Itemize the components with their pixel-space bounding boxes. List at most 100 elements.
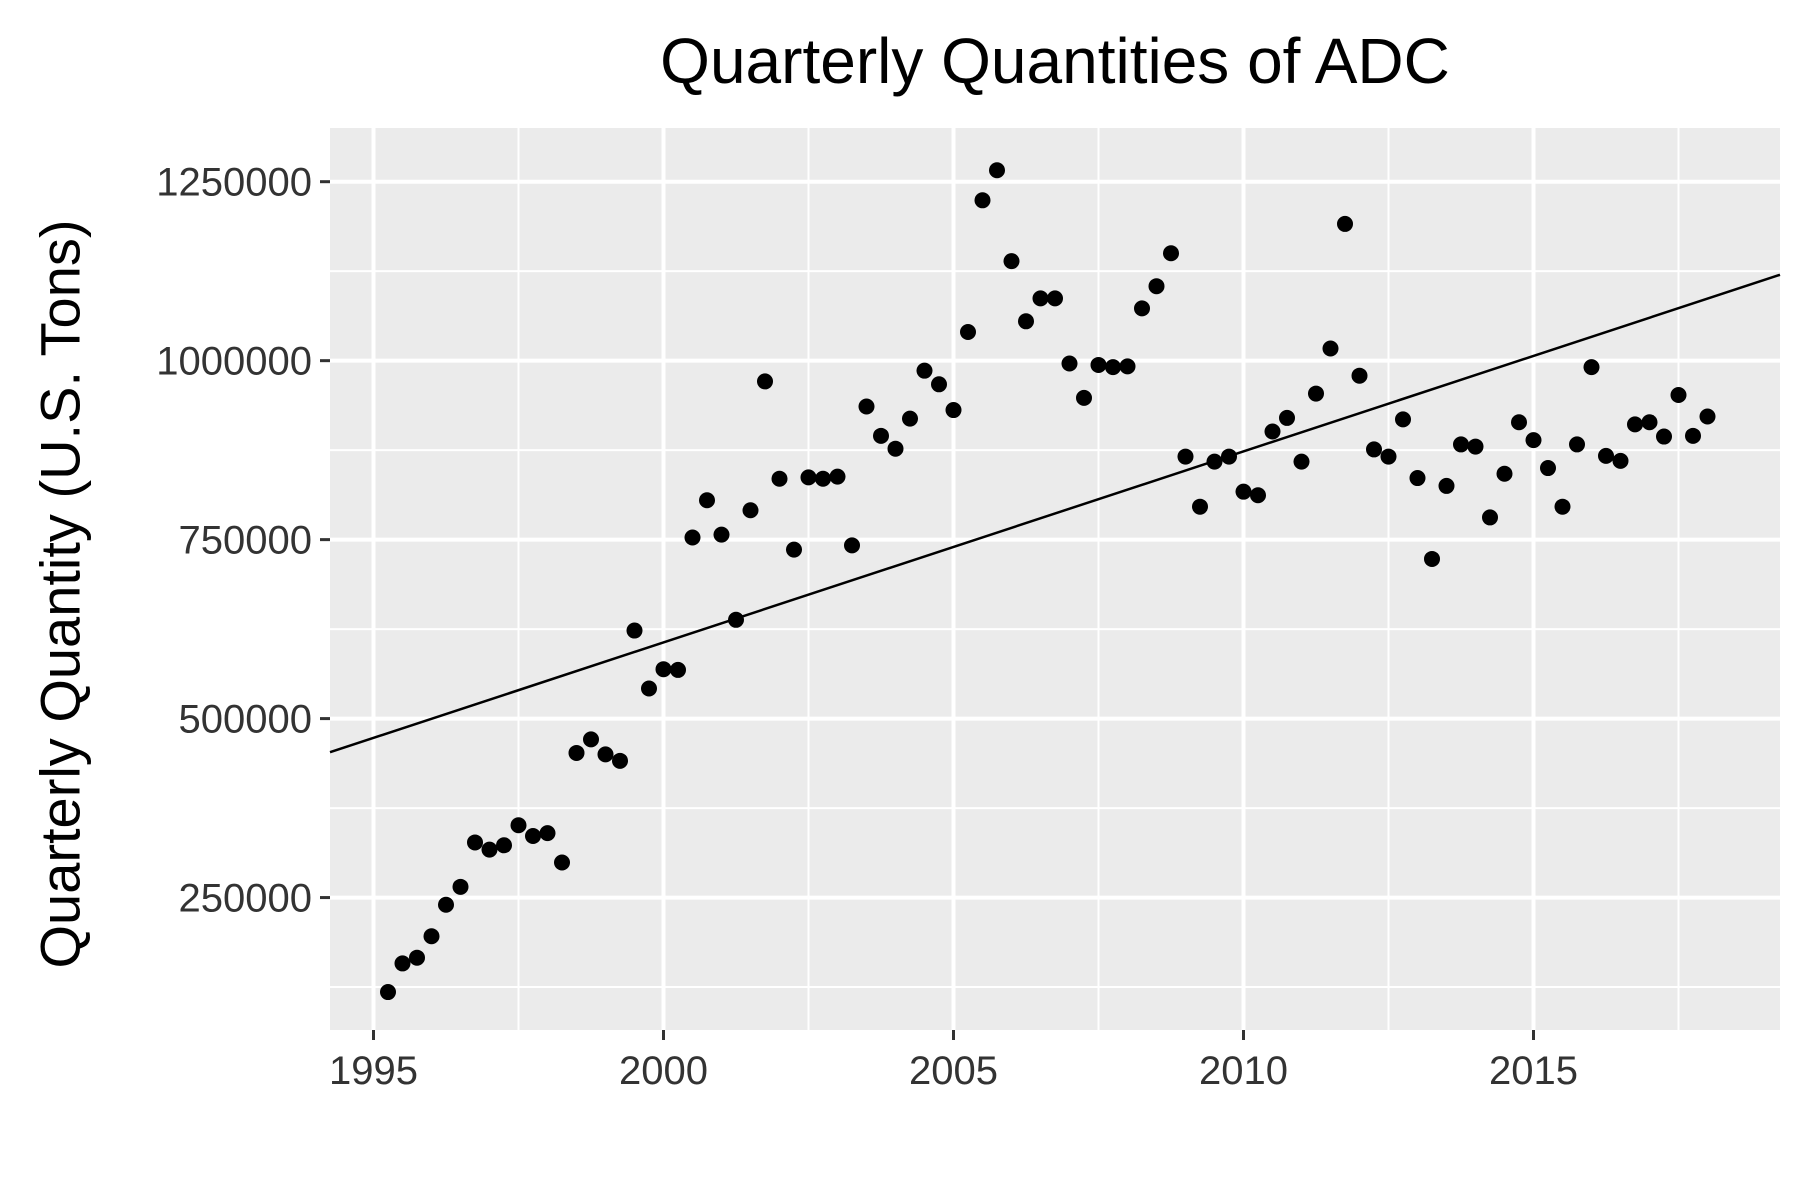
- data-point: [1018, 313, 1034, 330]
- data-point: [829, 468, 846, 485]
- data-point: [945, 402, 962, 419]
- data-point: [844, 537, 860, 554]
- data-point: [1105, 359, 1121, 376]
- data-point: [1482, 509, 1498, 526]
- data-point: [902, 410, 918, 427]
- data-point: [1337, 215, 1353, 232]
- data-point: [1540, 460, 1556, 477]
- y-tick-label: 1250000: [156, 161, 312, 205]
- data-point: [1685, 427, 1701, 444]
- data-point: [1699, 408, 1716, 425]
- data-point: [873, 427, 889, 444]
- data-point: [554, 854, 570, 871]
- data-point: [800, 469, 817, 486]
- data-point: [699, 492, 715, 509]
- data-point: [960, 324, 976, 341]
- data-point: [742, 502, 759, 519]
- data-point: [1598, 447, 1614, 464]
- data-point: [1627, 416, 1643, 433]
- data-point: [1192, 498, 1208, 515]
- data-point: [1090, 356, 1107, 373]
- data-point: [757, 373, 773, 390]
- data-point: [1032, 290, 1049, 307]
- data-point: [481, 841, 498, 858]
- data-point: [1641, 414, 1658, 431]
- y-tick-label: 250000: [179, 877, 312, 921]
- data-point: [1322, 340, 1339, 357]
- data-point: [539, 825, 556, 842]
- trend-line: [329, 273, 1781, 754]
- y-tick-label: 750000: [179, 519, 312, 563]
- data-point: [1438, 477, 1455, 494]
- data-point: [1148, 278, 1165, 295]
- data-point: [1119, 358, 1136, 375]
- data-point: [916, 362, 933, 379]
- data-point: [626, 622, 643, 639]
- data-point: [510, 817, 527, 834]
- data-point: [989, 162, 1005, 179]
- data-point: [1453, 436, 1469, 453]
- data-point: [409, 949, 425, 966]
- data-point: [1366, 441, 1382, 458]
- data-point: [670, 661, 686, 678]
- data-point: [931, 376, 947, 393]
- data-point: [815, 470, 831, 487]
- data-point: [1569, 436, 1585, 453]
- data-point: [641, 680, 657, 697]
- y-tick-label: 500000: [179, 698, 312, 742]
- x-tick-label: 2000: [619, 1049, 708, 1093]
- data-point: [1612, 452, 1629, 469]
- data-point: [1163, 245, 1179, 262]
- data-point: [1424, 550, 1440, 567]
- plot-panel: [330, 128, 1780, 1030]
- chart-title: Quarterly Quantities of ADC: [660, 25, 1450, 97]
- data-point: [1656, 428, 1672, 445]
- data-point: [1511, 414, 1527, 431]
- x-tick-label: 2005: [909, 1049, 998, 1093]
- data-point: [1395, 411, 1411, 428]
- data-point: [1279, 409, 1295, 426]
- data-point: [1496, 465, 1513, 482]
- data-point: [583, 731, 599, 748]
- data-point: [786, 541, 802, 558]
- data-point: [974, 192, 991, 209]
- data-point: [496, 837, 512, 854]
- data-point: [858, 398, 875, 415]
- x-tick-label: 2010: [1199, 1049, 1288, 1093]
- data-point: [612, 752, 628, 769]
- data-point: [1177, 448, 1194, 465]
- y-tick-label: 1000000: [156, 340, 312, 384]
- data-point: [887, 440, 904, 457]
- data-point: [380, 984, 396, 1001]
- data-point: [597, 746, 614, 763]
- data-point: [1409, 470, 1426, 487]
- data-point: [684, 529, 701, 546]
- x-tick-label: 2015: [1489, 1049, 1578, 1093]
- data-point: [1250, 487, 1266, 504]
- data-point: [525, 827, 541, 844]
- x-tick-label: 1995: [329, 1049, 418, 1093]
- data-point: [1293, 453, 1310, 470]
- data-point: [423, 928, 440, 945]
- data-point: [713, 526, 730, 543]
- data-point: [1047, 290, 1063, 307]
- data-point: [1467, 438, 1484, 455]
- data-point: [467, 834, 483, 851]
- data-point: [1308, 385, 1324, 402]
- data-point: [452, 878, 469, 895]
- data-point: [1380, 448, 1397, 465]
- data-point: [1264, 423, 1281, 440]
- data-point: [655, 661, 672, 678]
- data-point: [1554, 498, 1571, 515]
- data-point: [1076, 389, 1092, 406]
- data-point: [1583, 359, 1600, 376]
- data-point: [1003, 253, 1020, 270]
- data-point: [1525, 432, 1542, 449]
- data-point: [1134, 300, 1150, 317]
- data-point: [568, 744, 585, 761]
- data-point: [394, 955, 411, 972]
- data-point: [1061, 355, 1078, 372]
- data-point: [438, 896, 454, 913]
